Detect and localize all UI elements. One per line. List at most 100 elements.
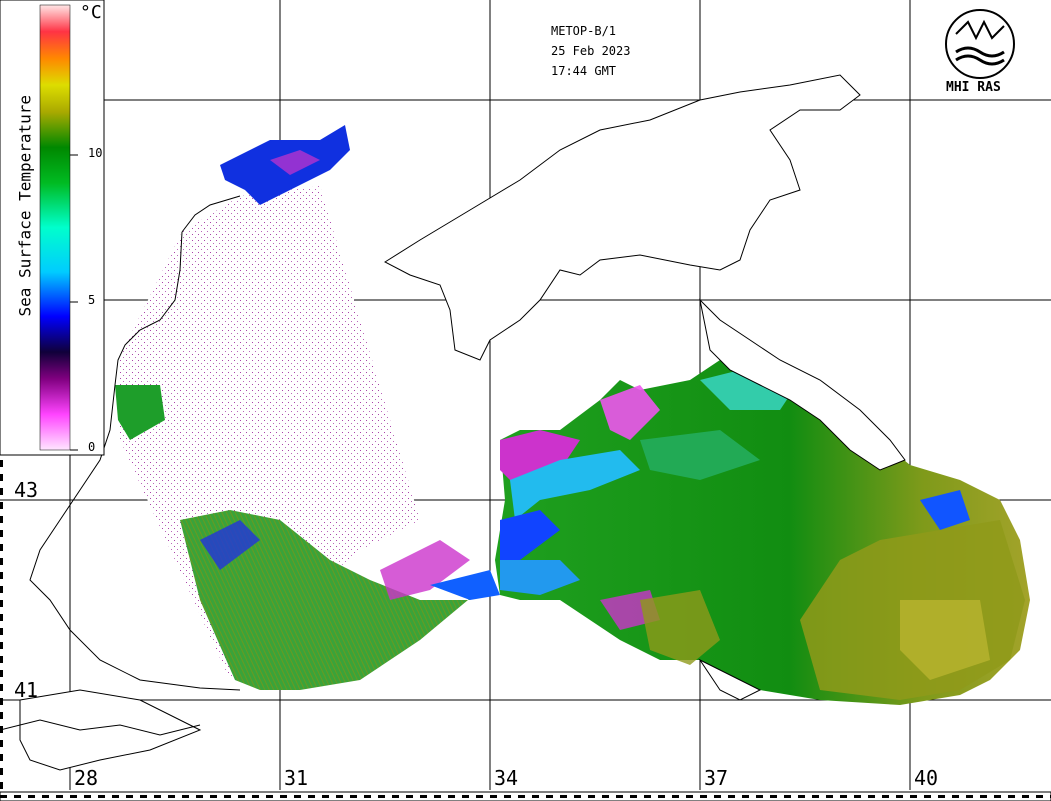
- scale-tick: [70, 795, 77, 798]
- scale-tick: [616, 795, 623, 798]
- lon-label-34: 34: [494, 766, 519, 790]
- scale-tick: [0, 488, 3, 495]
- scale-tick: [490, 795, 497, 798]
- lat-label-41: 41: [14, 678, 39, 702]
- scale-tick: [0, 726, 3, 733]
- scale-tick: [0, 795, 7, 798]
- scale-tick: [518, 795, 525, 798]
- scale-tick: [28, 795, 35, 798]
- southwest-water: [180, 510, 480, 690]
- scale-tick: [420, 795, 427, 798]
- scale-tick: [0, 502, 3, 509]
- legend-tick-0: 0: [88, 440, 96, 454]
- mhi-ras-logo-icon: [945, 9, 1015, 79]
- scale-tick: [462, 795, 469, 798]
- scale-tick: [980, 795, 987, 798]
- scale-tick: [714, 795, 721, 798]
- scale-tick: [644, 795, 651, 798]
- scale-tick: [532, 795, 539, 798]
- scale-tick: [0, 670, 3, 677]
- scale-tick: [0, 474, 3, 481]
- scale-tick: [0, 698, 3, 705]
- time-label: 17:44 GMT: [551, 64, 617, 78]
- scale-tick: [504, 795, 511, 798]
- scale-tick: [252, 795, 259, 798]
- coastlines: [19, 74, 906, 771]
- scale-tick: [0, 516, 3, 523]
- scale-tick: [756, 795, 763, 798]
- scale-tick: [742, 795, 749, 798]
- scale-tick: [0, 754, 3, 761]
- scale-tick: [1008, 795, 1015, 798]
- scale-tick: [1036, 795, 1043, 798]
- legend-unit: °C: [80, 2, 102, 23]
- scale-tick: [336, 795, 343, 798]
- scale-tick: [364, 795, 371, 798]
- scale-tick: [546, 795, 553, 798]
- legend-tick-5: 5: [88, 293, 96, 307]
- scale-tick: [0, 530, 3, 537]
- scale-tick: [238, 795, 245, 798]
- scale-tick: [868, 795, 875, 798]
- scale-tick: [0, 544, 3, 551]
- scale-tick: [182, 795, 189, 798]
- scale-tick: [840, 795, 847, 798]
- scale-tick: [728, 795, 735, 798]
- date-label: 25 Feb 2023: [551, 44, 631, 58]
- scale-tick: [112, 795, 119, 798]
- scale-tick: [476, 795, 483, 798]
- scale-tick: [0, 768, 3, 775]
- scale-tick: [0, 586, 3, 593]
- satellite-label: METOP-B/1: [551, 24, 617, 38]
- scale-tick: [560, 795, 567, 798]
- lon-label-40: 40: [914, 766, 939, 790]
- scale-tick: [0, 712, 3, 719]
- scale-tick: [700, 795, 707, 798]
- turkey-coast: [698, 658, 762, 701]
- scale-tick: [392, 795, 399, 798]
- lon-label-31: 31: [284, 766, 309, 790]
- lon-label-28: 28: [74, 766, 99, 790]
- scale-tick: [588, 795, 595, 798]
- scale-tick: [140, 795, 147, 798]
- legend-tick-10: 10: [88, 146, 103, 160]
- scale-tick: [266, 795, 273, 798]
- caucasus-coast: [699, 298, 906, 471]
- scale-tick: [280, 795, 287, 798]
- scale-tick: [994, 795, 1001, 798]
- lat-label-43: 43: [14, 478, 39, 502]
- scale-tick: [686, 795, 693, 798]
- scale-tick: [378, 795, 385, 798]
- scale-tick: [0, 614, 3, 621]
- scale-tick: [770, 795, 777, 798]
- scale-tick: [154, 795, 161, 798]
- scale-tick: [14, 795, 21, 798]
- left-scale: [0, 460, 3, 789]
- scale-tick: [98, 795, 105, 798]
- scale-tick: [924, 795, 931, 798]
- crimea-landmass: [383, 74, 861, 361]
- scale-tick: [882, 795, 889, 798]
- scale-tick: [0, 600, 3, 607]
- scale-tick: [294, 795, 301, 798]
- scale-tick: [784, 795, 791, 798]
- scale-tick: [658, 795, 665, 798]
- scale-tick: [0, 656, 3, 663]
- scale-tick: [224, 795, 231, 798]
- coastline-west: [0, 195, 241, 736]
- bosphorus-land: [19, 689, 202, 771]
- scale-tick: [322, 795, 329, 798]
- scale-tick: [0, 460, 3, 467]
- scale-tick: [0, 740, 3, 747]
- scale-tick: [896, 795, 903, 798]
- scale-tick: [0, 782, 3, 789]
- scale-tick: [126, 795, 133, 798]
- scale-tick: [574, 795, 581, 798]
- scale-tick: [406, 795, 413, 798]
- legend-box: [0, 0, 105, 456]
- scale-tick: [0, 558, 3, 565]
- scale-tick: [966, 795, 973, 798]
- scale-tick: [910, 795, 917, 798]
